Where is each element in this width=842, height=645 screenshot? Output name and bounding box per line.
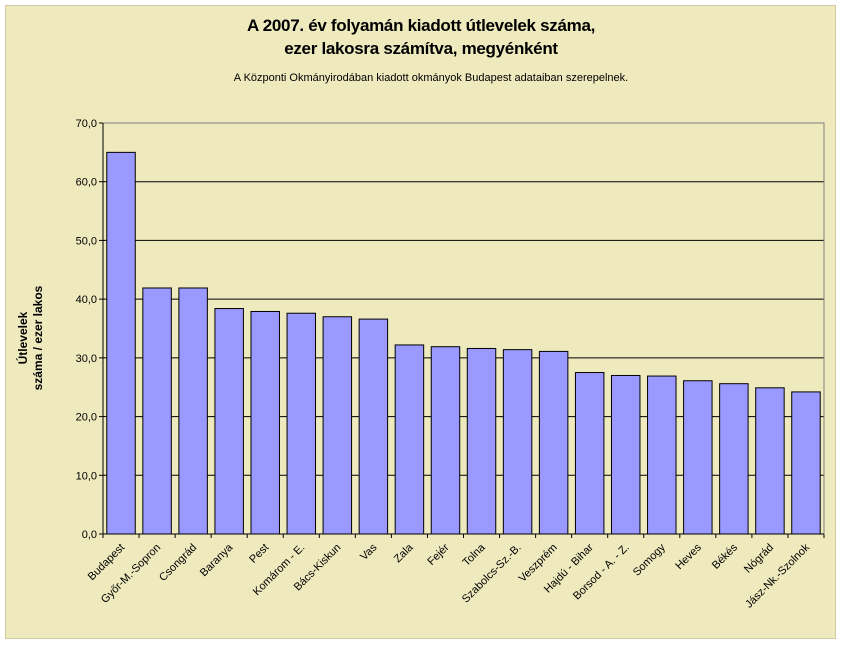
bar <box>358 318 389 535</box>
y-tick-label: 60,0 <box>76 177 97 189</box>
chart-subtitle: A Központi Okmányirodában kiadott okmány… <box>233 72 629 84</box>
bar <box>142 287 172 535</box>
bar <box>647 375 677 535</box>
x-tick-label: Tolna <box>461 541 489 569</box>
y-tick-label: 0,0 <box>82 529 97 541</box>
bar <box>178 287 208 535</box>
x-tick-label: Vas <box>358 541 380 563</box>
bar <box>214 308 244 535</box>
chart-title: A 2007. év folyamán kiadott útlevelek sz… <box>246 16 596 58</box>
x-tick-label: Békés <box>710 541 740 571</box>
y-tick-label: 50,0 <box>76 235 97 247</box>
y-tick-label: 40,0 <box>76 294 97 306</box>
x-tick-label: Baranya <box>198 541 236 579</box>
x-tick-label: Nógrád <box>742 542 776 576</box>
x-tick-label: Pest <box>247 542 271 566</box>
y-tick-label: 10,0 <box>76 470 97 482</box>
bar <box>286 312 317 535</box>
bar <box>755 387 785 535</box>
x-tick-label: Fejér <box>425 541 451 567</box>
y-tick-label: 30,0 <box>76 353 97 365</box>
x-tick-label: Csongrád <box>157 542 199 584</box>
bar <box>250 310 280 535</box>
x-tick-label: Jász-Nk.-Szolnok <box>743 541 812 610</box>
x-tick-label: Heves <box>673 541 704 572</box>
bar <box>502 349 533 535</box>
bar <box>106 151 136 535</box>
bar <box>394 344 425 535</box>
bar <box>683 380 713 535</box>
bar <box>574 372 605 535</box>
plot-area <box>103 123 824 534</box>
bar <box>610 374 641 535</box>
y-tick-label: 70,0 <box>76 118 97 130</box>
y-tick-label: 20,0 <box>76 412 97 424</box>
x-tick-label: Zala <box>392 541 416 565</box>
bar <box>791 391 821 535</box>
bar <box>538 350 569 535</box>
bar <box>322 316 353 535</box>
bar <box>719 383 749 535</box>
x-tick-label: Somogy <box>631 541 668 578</box>
bar <box>466 347 497 535</box>
bar <box>430 346 461 535</box>
